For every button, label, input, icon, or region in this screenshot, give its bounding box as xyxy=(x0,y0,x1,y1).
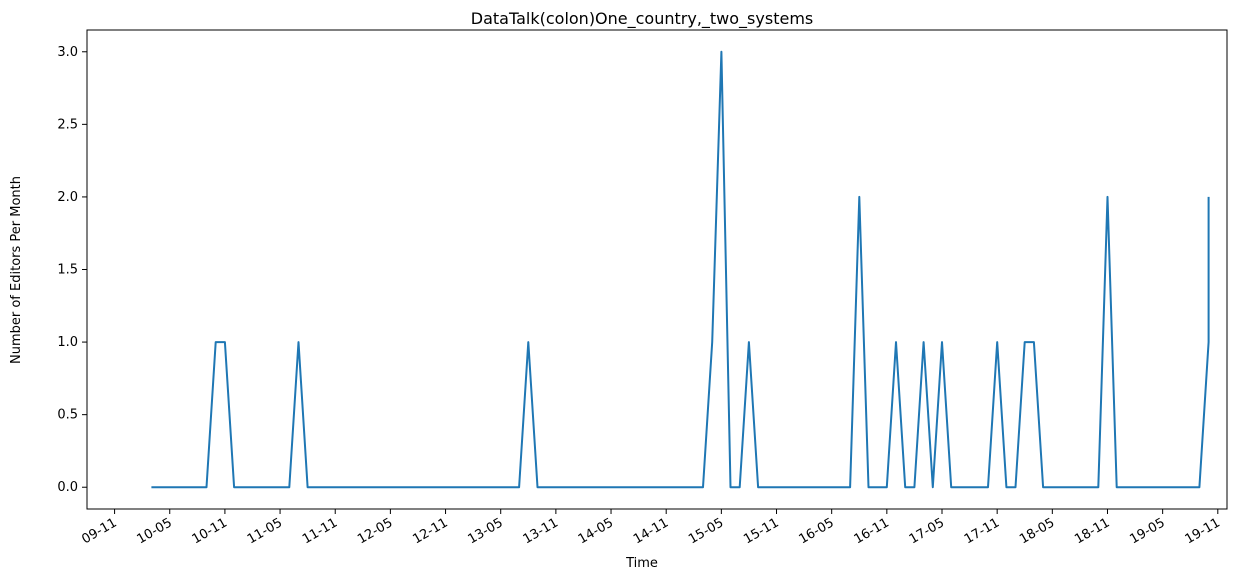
y-tick-label: 0.5 xyxy=(57,408,78,423)
series-line xyxy=(151,50,1210,489)
y-tick-label: 2.5 xyxy=(57,117,78,132)
y-tick-label: 1.5 xyxy=(57,263,78,278)
series-group xyxy=(151,50,1210,489)
y-axis: 0.0 0.5 1.0 1.5 2.0 2.5 3.0 xyxy=(57,45,87,495)
y-tick-label: 2.0 xyxy=(57,190,78,205)
x-axis-label: Time xyxy=(625,556,658,571)
chart-title: DataTalk(colon)One_country,_two_systems xyxy=(471,9,813,29)
y-tick-label: 3.0 xyxy=(57,45,78,60)
y-axis-label: Number of Editors Per Month xyxy=(9,176,24,364)
y-tick-label: 0.0 xyxy=(57,480,78,495)
y-tick-label: 1.0 xyxy=(57,335,78,350)
